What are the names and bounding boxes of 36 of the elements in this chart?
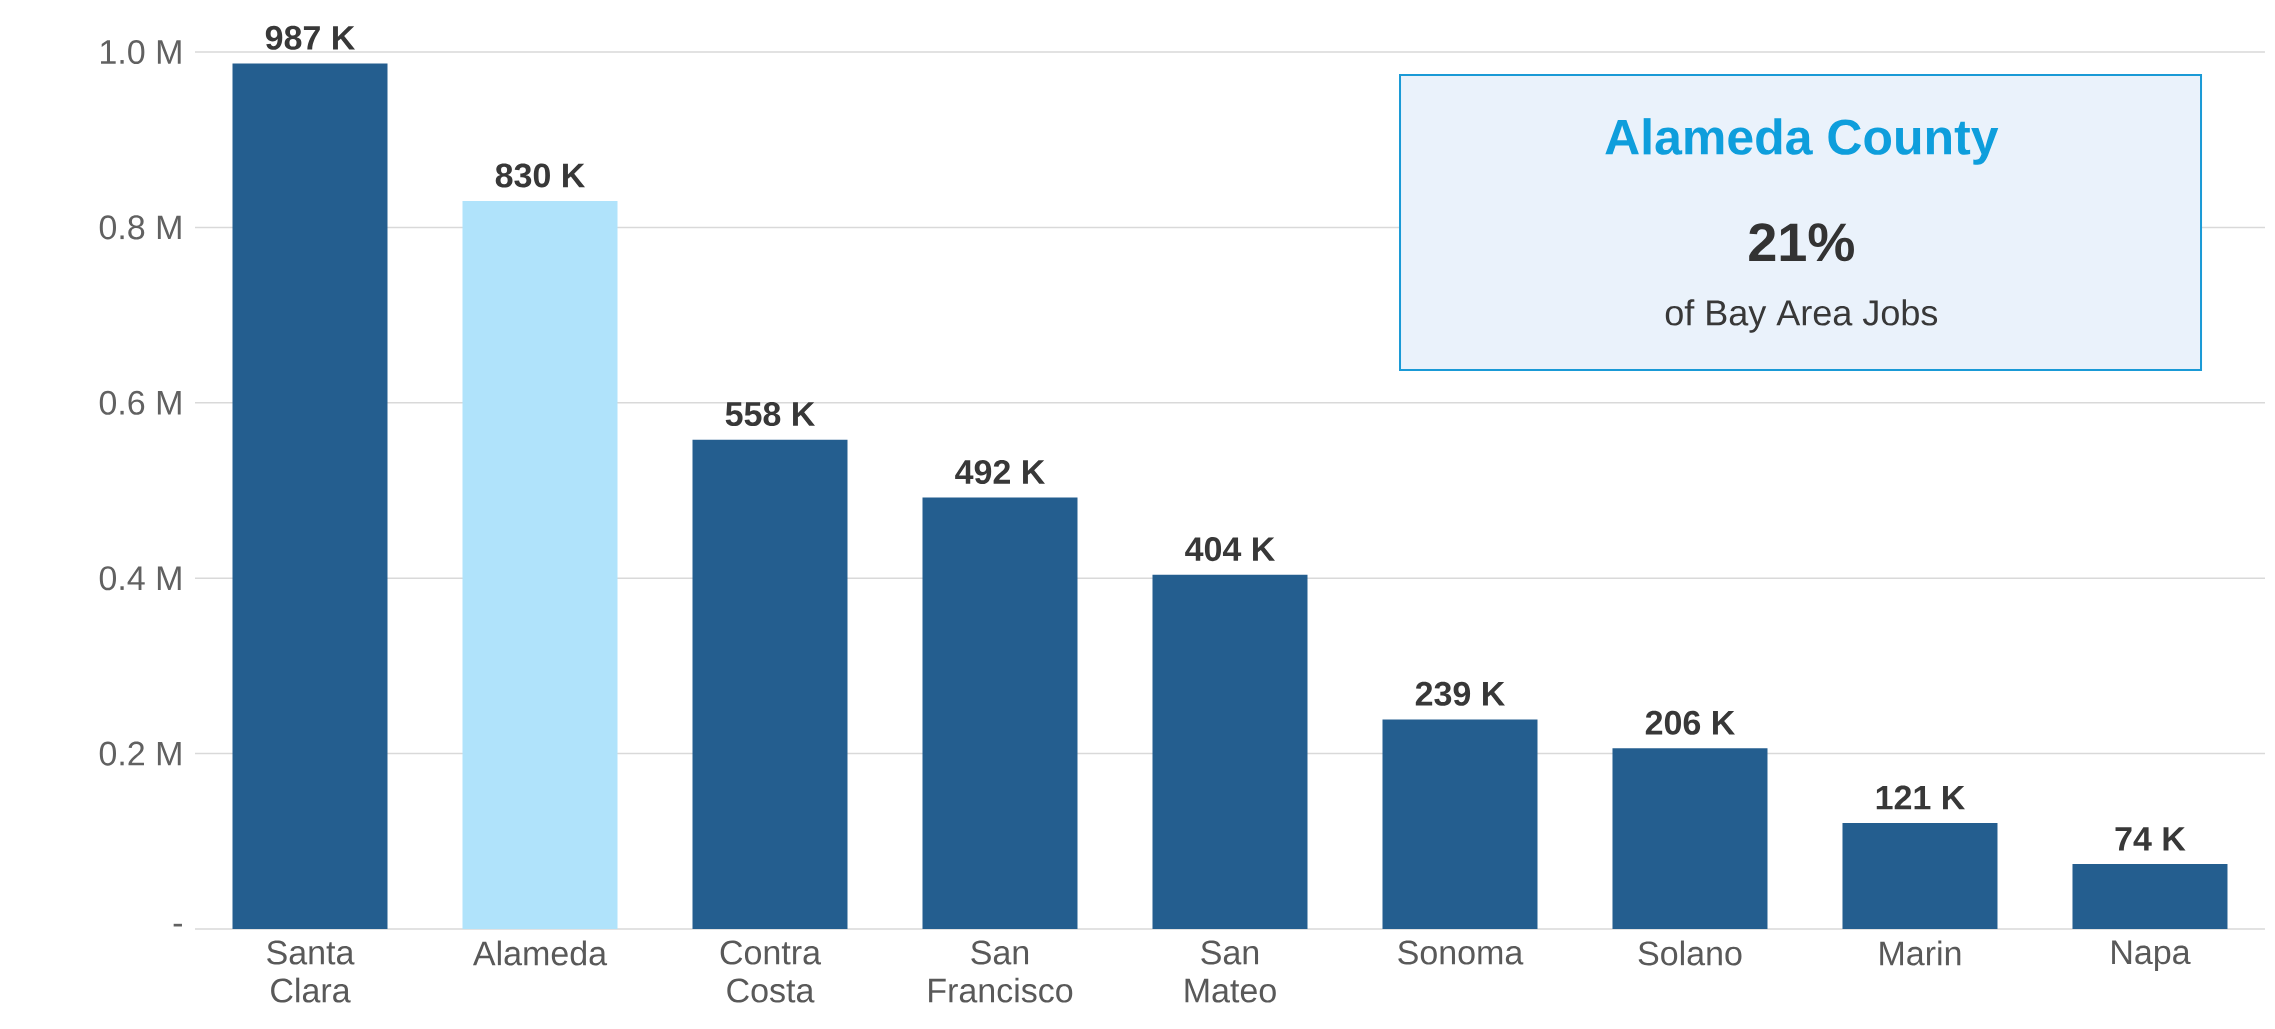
data-label: 987 K: [265, 25, 356, 50]
x-tick-label: Marin: [1880, 940, 1961, 966]
bar: [232, 63, 388, 929]
bar: [2072, 864, 2228, 929]
data-label: 121 K: [1876, 785, 1965, 810]
data-label: 830 K: [495, 163, 586, 188]
bar: [922, 497, 1078, 929]
data-label: 404 K: [1185, 537, 1276, 562]
x-tick-label: San Mateo: [1185, 940, 1276, 1003]
bar: [1842, 822, 1998, 929]
data-label: 558 K: [725, 402, 816, 427]
x-tick-label: Napa: [2112, 940, 2191, 971]
x-tick-label: Alameda: [472, 940, 608, 966]
bar: [1382, 719, 1538, 929]
annotation: Alameda County: [1605, 118, 1999, 165]
x-tick-label: San Francisco: [929, 940, 1073, 1003]
data-label: 74 K: [2115, 827, 2186, 851]
x-tick-label: Sonoma: [1398, 940, 1524, 965]
data-label: 206 K: [1645, 710, 1735, 735]
data-label: 239 K: [1415, 681, 1505, 706]
annotation: of Bay Area Jobs: [1665, 299, 1938, 333]
data-label: 492 K: [955, 459, 1046, 484]
x-tick-label: Santa Clara: [267, 940, 355, 1003]
x-tick-label: Contra Costa: [720, 940, 822, 1003]
y-tick-label: 0.4 M: [99, 566, 181, 591]
y-tick-label: -: [173, 923, 182, 927]
annotation: 21%: [1749, 223, 1854, 262]
x-tick-label: Solano: [1638, 940, 1742, 966]
y-tick-label: 0.2 M: [99, 741, 181, 766]
y-tick-label: 1.0 M: [101, 39, 181, 65]
bar: [692, 439, 848, 929]
bar: [462, 201, 618, 929]
y-tick-label: 0.8 M: [99, 215, 181, 240]
bar: [1612, 748, 1768, 929]
bar: [1152, 574, 1308, 929]
y-tick-label: 0.6 M: [99, 390, 181, 415]
